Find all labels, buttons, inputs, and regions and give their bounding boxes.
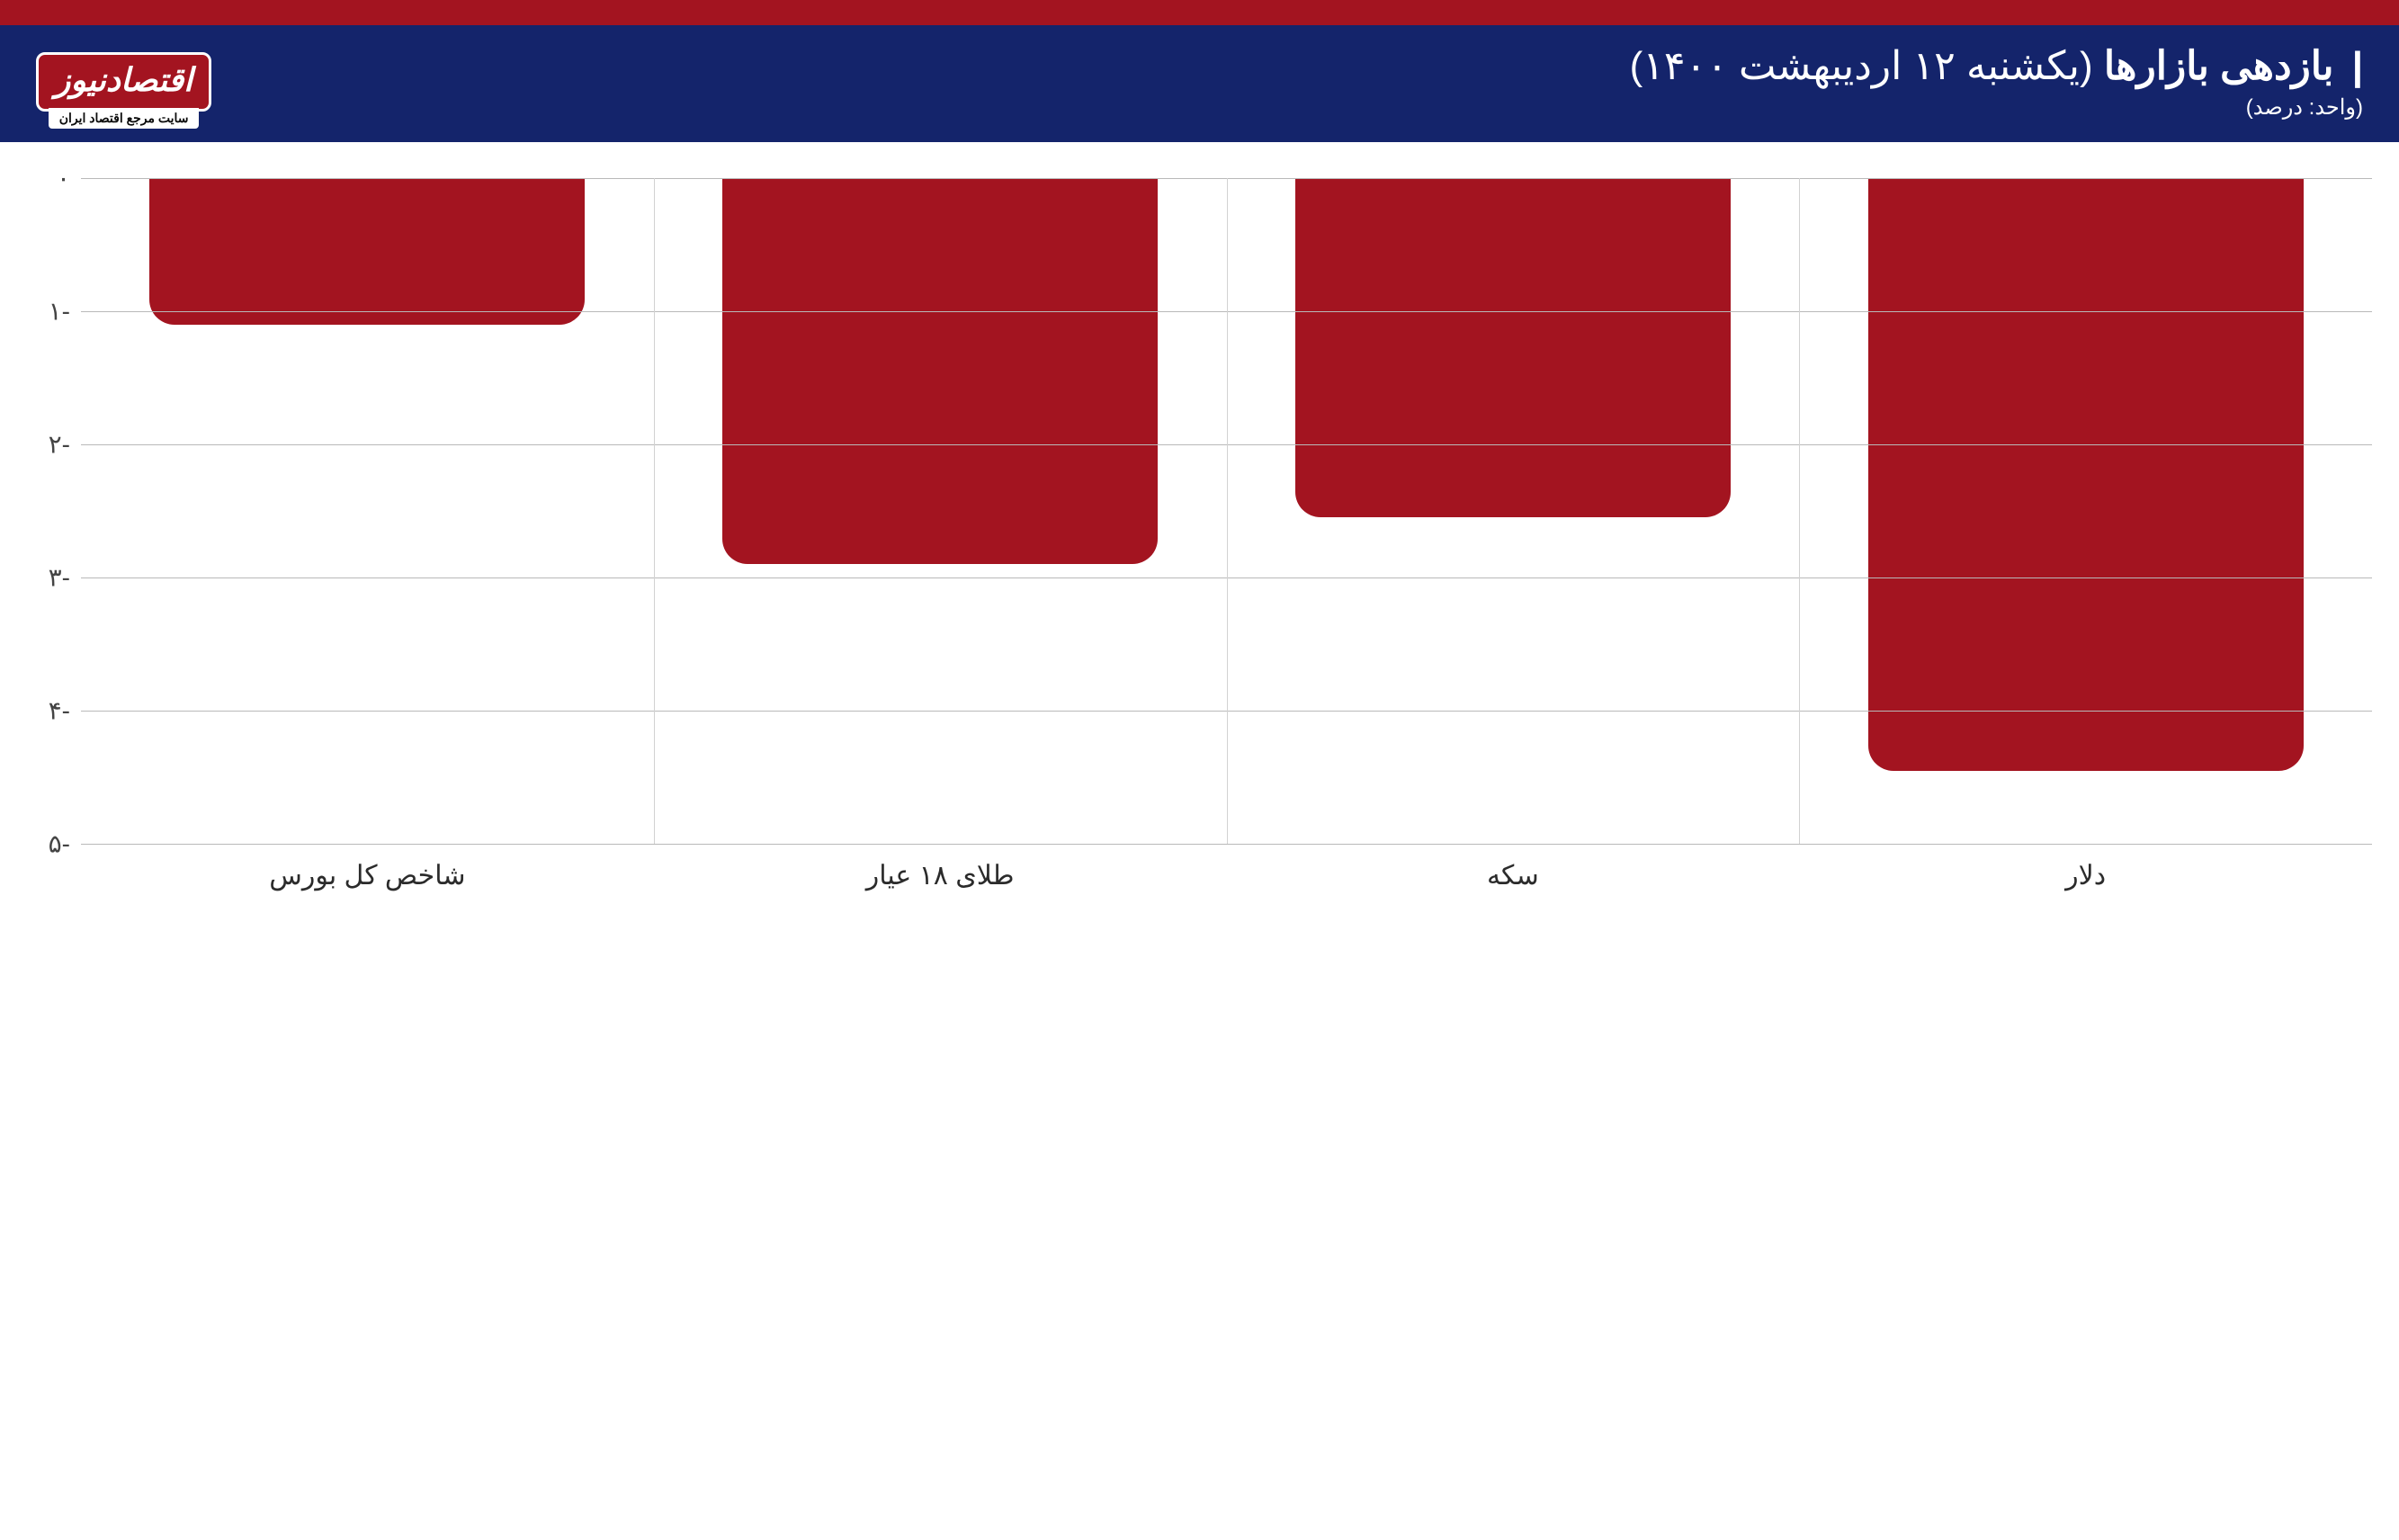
- header: | بازدهی بازارها (یکشنبه ۱۲ اردیبهشت ۱۴۰…: [0, 25, 2399, 142]
- x-label: شاخص کل بورس: [81, 860, 654, 891]
- x-label: سکه: [1227, 860, 1800, 891]
- vertical-gridline: [1799, 178, 1800, 844]
- bar-cell: [1799, 178, 2372, 844]
- title-pipe: |: [2352, 44, 2363, 89]
- logo-text: اقتصادنیوز: [36, 52, 211, 112]
- subtitle: (واحد: درصد): [36, 94, 2363, 121]
- bar: [1295, 178, 1731, 517]
- y-tick-label: -۴: [27, 696, 70, 726]
- y-tick-label: ۰: [27, 164, 70, 193]
- y-tick-label: -۲: [27, 430, 70, 460]
- title-main: بازدهی بازارها: [2104, 44, 2334, 88]
- top-accent-bar: [0, 0, 2399, 25]
- y-tick-label: -۵: [27, 829, 70, 859]
- logo-label: سایت مرجع اقتصاد ایران: [49, 108, 200, 129]
- y-tick-label: -۳: [27, 563, 70, 593]
- bar: [149, 178, 585, 325]
- bar: [722, 178, 1158, 564]
- y-tick-label: -۱: [27, 297, 70, 327]
- chart-container: | بازدهی بازارها (یکشنبه ۱۲ اردیبهشت ۱۴۰…: [0, 0, 2399, 909]
- x-axis-labels: شاخص کل بورسطلای ۱۸ عیارسکهدلار: [81, 860, 2372, 891]
- plot-region: ۰-۱-۲-۳-۴-۵: [81, 178, 2372, 844]
- logo-block: اقتصادنیوز سایت مرجع اقتصاد ایران: [36, 52, 211, 129]
- vertical-gridline: [1227, 178, 1228, 844]
- bar: [1868, 178, 2304, 771]
- bar-cell: [1227, 178, 1800, 844]
- x-label: طلای ۱۸ عیار: [654, 860, 1227, 891]
- vertical-gridline: [654, 178, 655, 844]
- chart-area: ۰-۱-۲-۳-۴-۵ شاخص کل بورسطلای ۱۸ عیارسکهد…: [0, 142, 2399, 909]
- title-date: (یکشنبه ۱۲ اردیبهشت ۱۴۰۰): [1630, 44, 2093, 88]
- title-row: | بازدهی بازارها (یکشنبه ۱۲ اردیبهشت ۱۴۰…: [36, 43, 2363, 89]
- gridline: [81, 844, 2372, 845]
- bar-cell: [654, 178, 1227, 844]
- header-text-block: | بازدهی بازارها (یکشنبه ۱۲ اردیبهشت ۱۴۰…: [36, 43, 2363, 121]
- bar-cell: [81, 178, 654, 844]
- x-label: دلار: [1799, 860, 2372, 891]
